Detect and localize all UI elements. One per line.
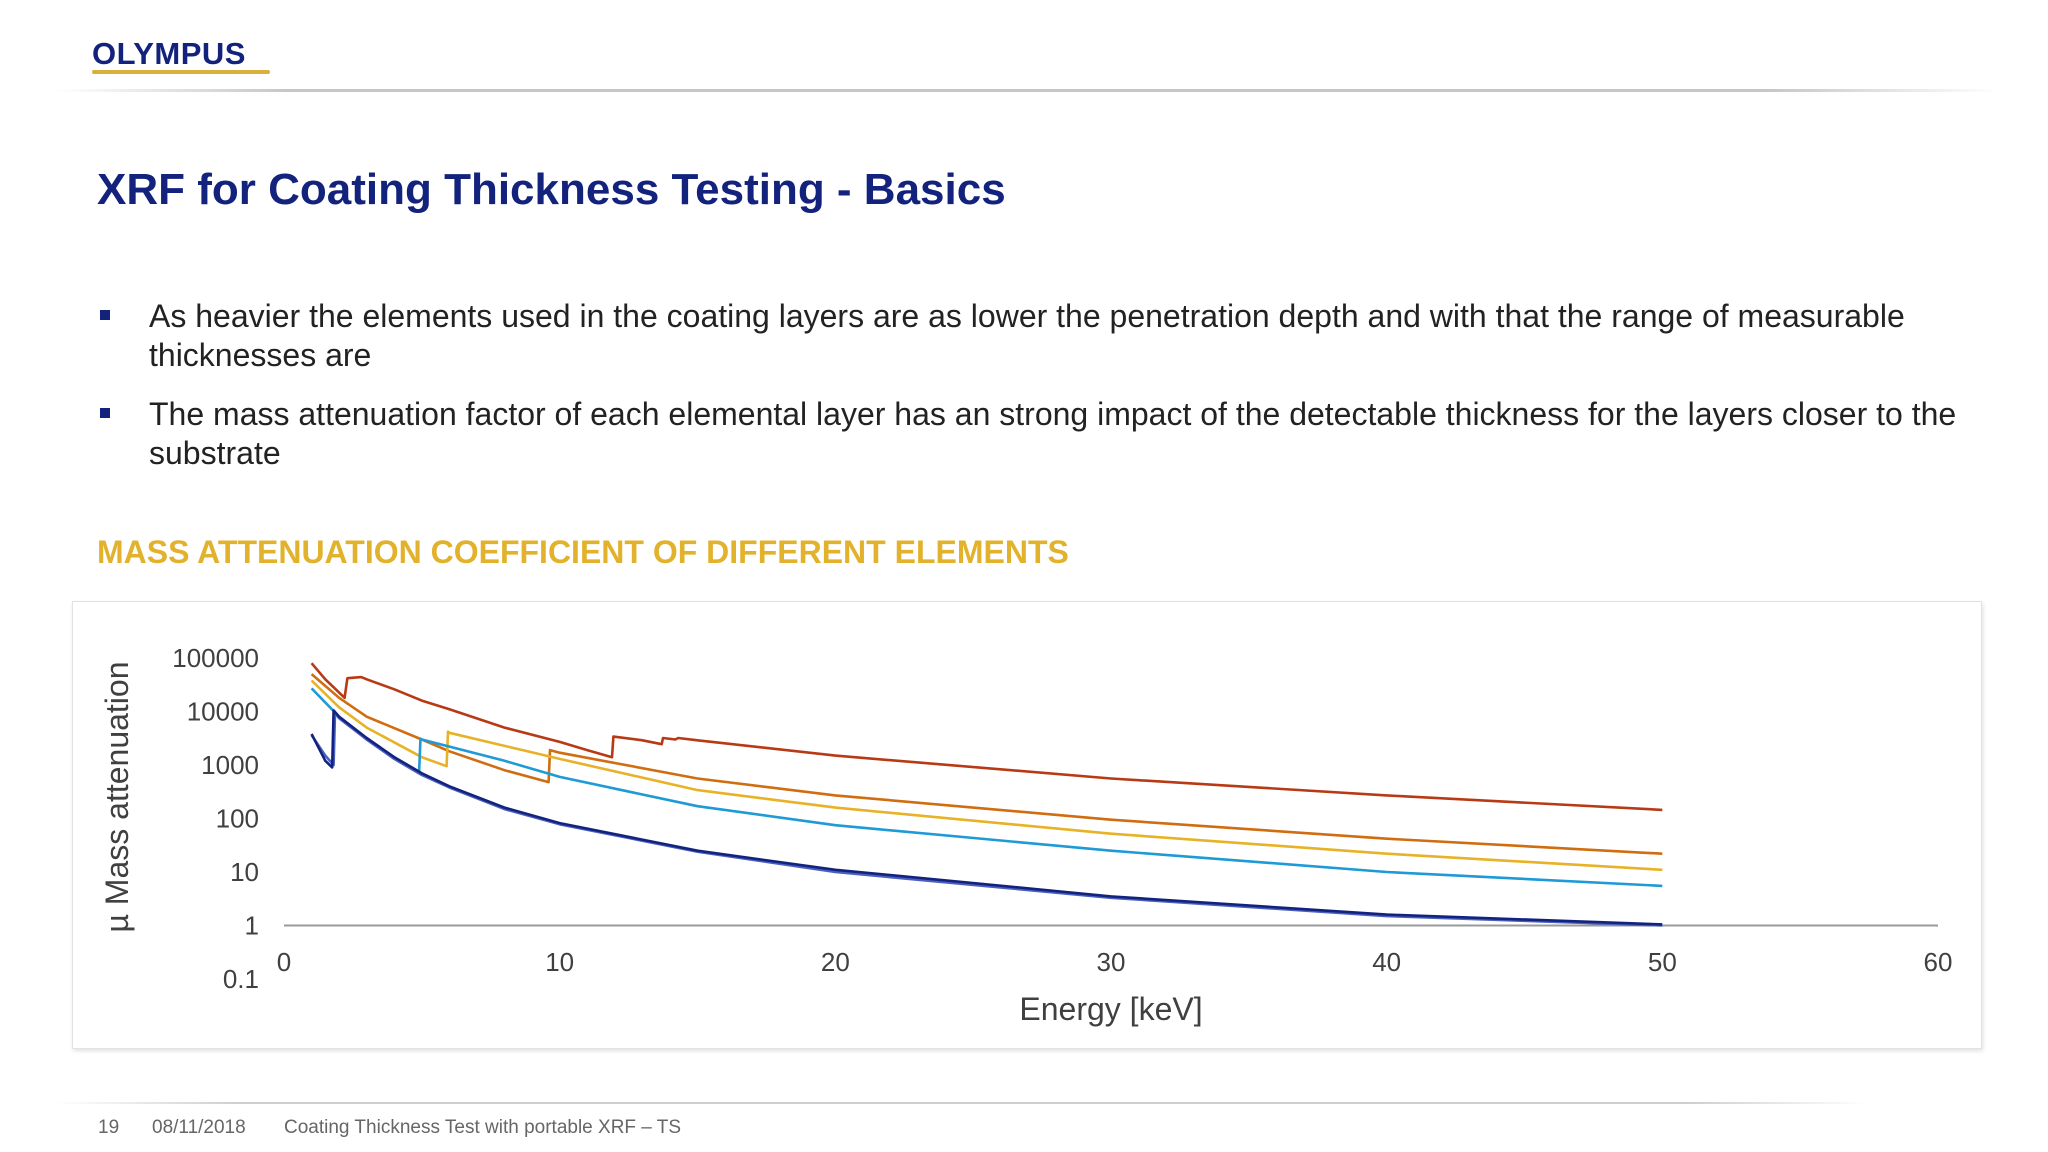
olympus-logo: OLYMPUS	[92, 36, 246, 71]
y-tick-label: 100	[216, 804, 259, 834]
x-tick-label: 0	[277, 947, 291, 977]
chart-container: 0.1 1 10 100 1000 10000 100000 0 10 20 30 40 50 60 Ene…	[72, 601, 1982, 1049]
page-number: 19	[98, 1117, 120, 1138]
x-tick-label: 50	[1648, 947, 1677, 977]
attenuation-chart: 0.1 1 10 100 1000 10000 100000 0 10 20 30 40 50 60 Ene…	[99, 643, 1953, 1027]
x-tick-label: 10	[545, 947, 574, 977]
bullet-square-icon	[100, 408, 110, 418]
x-tick-label: 40	[1372, 947, 1401, 977]
bullet-text: The mass attenuation factor of each elem…	[149, 396, 1957, 471]
header-divider	[55, 89, 2000, 92]
footer-date: 08/11/2018	[152, 1117, 246, 1138]
y-axis-title: µ Mass attenuation	[99, 661, 135, 932]
series-line-5	[310, 711, 1663, 927]
bullet-square-icon	[100, 310, 110, 320]
series-line-3	[310, 679, 1663, 872]
bullet-item: The mass attenuation factor of each elem…	[97, 395, 1957, 473]
bullet-item: As heavier the elements used in the coat…	[97, 297, 1957, 375]
x-tick-label: 20	[821, 947, 850, 977]
bullet-list: As heavier the elements used in the coat…	[97, 297, 1957, 493]
y-tick-label: 100000	[172, 643, 259, 673]
series-line-2	[310, 673, 1663, 855]
y-tick-label: 1	[245, 911, 259, 941]
x-axis-title: Energy [keV]	[1019, 991, 1202, 1027]
chart-subtitle: MASS ATTENUATION COEFFICIENT OF DIFFEREN…	[97, 534, 1069, 570]
logo-underline	[92, 70, 270, 74]
y-tick-label: 10	[230, 857, 259, 887]
footer-description: Coating Thickness Test with portable XRF…	[284, 1117, 682, 1138]
y-tick-label: 1000	[201, 750, 259, 780]
series-line-1	[310, 662, 1663, 812]
slide-title: XRF for Coating Thickness Testing - Basi…	[97, 165, 1006, 214]
x-tick-label: 30	[1097, 947, 1126, 977]
x-tick-label: 60	[1924, 947, 1953, 977]
footer-divider	[55, 1102, 1870, 1104]
bullet-text: As heavier the elements used in the coat…	[149, 298, 1905, 373]
y-tick-label: 10000	[187, 697, 259, 727]
series-line-6	[310, 709, 1663, 926]
y-tick-label: 0.1	[223, 964, 259, 994]
series-line-4	[310, 687, 1663, 888]
